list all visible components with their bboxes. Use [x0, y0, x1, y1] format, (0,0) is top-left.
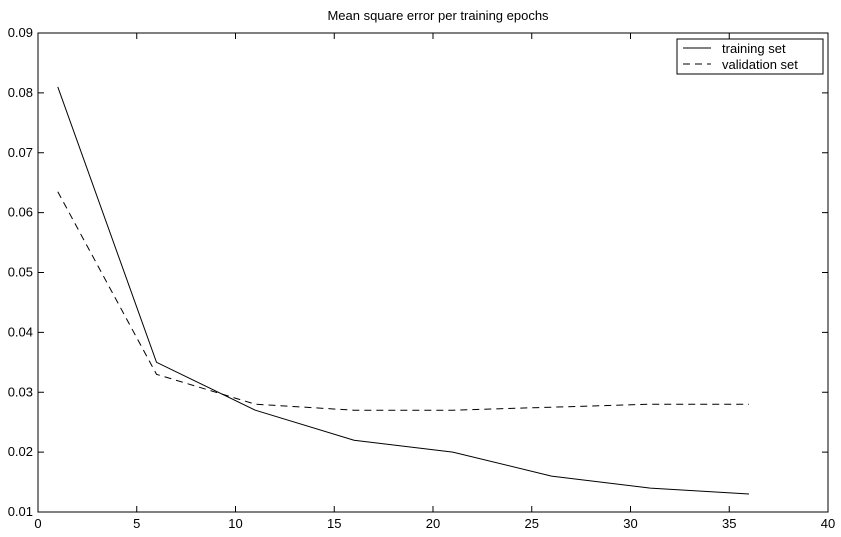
- x-tick-label: 5: [133, 516, 140, 531]
- x-axis: 0 5 10 15 20 25 30 35 40: [34, 33, 835, 531]
- x-tick-label: 0: [34, 516, 41, 531]
- y-tick-label: 0.06: [8, 205, 33, 220]
- y-tick-label: 0.08: [8, 85, 33, 100]
- legend-box: [676, 38, 824, 75]
- x-tick-label: 15: [327, 516, 341, 531]
- y-tick-label: 0.03: [8, 384, 33, 399]
- training-set-line: [57, 86, 750, 495]
- x-tick-label: 10: [228, 516, 242, 531]
- y-tick-label: 0.05: [8, 265, 33, 280]
- x-tick-label: 25: [525, 516, 539, 531]
- y-tick-label: 0.09: [8, 25, 33, 40]
- y-tick-label: 0.01: [8, 504, 33, 519]
- chart-title: Mean square error per training epochs: [327, 8, 549, 23]
- legend-training-label: training set: [722, 41, 786, 56]
- y-tick-label: 0.07: [8, 145, 33, 160]
- legend-validation-label: validation set: [722, 57, 798, 72]
- x-tick-label: 30: [623, 516, 637, 531]
- x-tick-label: 35: [722, 516, 736, 531]
- plot-area-frame: [37, 32, 829, 513]
- y-tick-label: 0.02: [8, 444, 33, 459]
- series-group: [57, 86, 750, 495]
- y-axis: 0.01 0.02 0.03 0.04 0.05 0.06 0.07 0.08 0.09: [8, 25, 828, 519]
- validation-set-line: [57, 191, 749, 411]
- y-tick-label: 0.04: [8, 324, 33, 339]
- x-tick-label: 40: [821, 516, 835, 531]
- x-tick-label: 20: [426, 516, 440, 531]
- legend: training set validation set: [676, 38, 824, 75]
